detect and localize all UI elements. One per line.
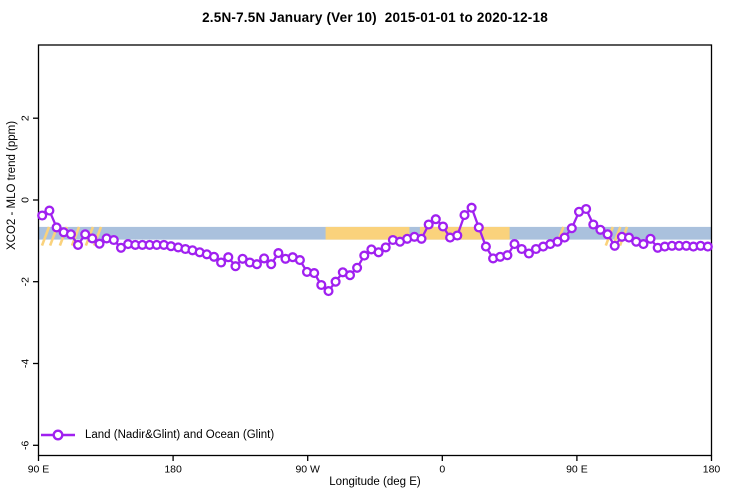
data-point xyxy=(323,286,334,297)
data-point xyxy=(330,276,341,287)
data-point xyxy=(344,270,356,281)
data-point xyxy=(352,262,363,273)
plot-frame xyxy=(37,44,713,457)
trend-series xyxy=(37,202,713,297)
data-point xyxy=(216,257,227,268)
data-point xyxy=(380,242,391,253)
data-point xyxy=(480,241,491,252)
data-point xyxy=(430,214,441,225)
data-point xyxy=(223,252,234,263)
data-point xyxy=(552,236,563,247)
y-tick-label: -6 xyxy=(20,440,32,449)
data-point xyxy=(473,222,484,233)
x-tick-label: 90 W xyxy=(295,464,320,476)
x-tick-label: 90 E xyxy=(566,464,588,476)
y-tick-label: -4 xyxy=(20,359,32,368)
legend-label: Land (Nadir&Glint) and Ocean (Glint) xyxy=(85,429,275,441)
x-tick-label: 90 E xyxy=(28,464,50,476)
y-tick-label: 2 xyxy=(20,115,32,121)
data-point xyxy=(80,229,91,240)
chart-title: 2.5N-7.5N January (Ver 10) 2015-01-01 to… xyxy=(202,10,548,25)
data-point xyxy=(423,219,434,230)
comparison-band-orange xyxy=(325,226,410,240)
data-point xyxy=(309,268,320,279)
data-point xyxy=(623,232,635,243)
data-point xyxy=(702,241,713,252)
x-tick-label: 0 xyxy=(439,464,445,476)
data-point xyxy=(559,232,570,243)
data-point xyxy=(602,229,613,240)
data-point xyxy=(251,259,262,270)
data-point xyxy=(44,205,55,216)
data-point xyxy=(273,248,284,259)
data-point xyxy=(87,233,98,244)
data-point xyxy=(466,202,477,213)
data-point xyxy=(452,230,463,241)
data-point xyxy=(294,255,305,266)
data-point xyxy=(416,233,427,244)
data-point xyxy=(359,250,370,261)
data-point xyxy=(373,247,384,258)
data-point xyxy=(459,210,470,221)
data-point xyxy=(516,243,527,255)
legend: Land (Nadir&Glint) and Ocean (Glint) xyxy=(40,428,274,442)
data-point xyxy=(502,250,513,261)
data-point xyxy=(230,261,241,272)
data-point xyxy=(581,203,592,215)
band-hatch-mark xyxy=(40,226,51,247)
data-point xyxy=(437,221,449,232)
data-point xyxy=(638,239,649,250)
data-point xyxy=(645,233,656,244)
data-point xyxy=(72,239,84,250)
data-point xyxy=(509,239,520,250)
data-point xyxy=(266,259,277,270)
data-point xyxy=(595,224,606,235)
data-point xyxy=(65,229,76,240)
x-tick-label: 180 xyxy=(703,464,721,476)
data-point xyxy=(37,210,48,221)
comparison-band-orange xyxy=(419,226,510,240)
data-point xyxy=(208,251,220,262)
data-point xyxy=(51,222,62,233)
x-axis-title: Longitude (deg E) xyxy=(329,476,421,488)
data-point xyxy=(259,253,270,264)
data-point xyxy=(566,223,577,234)
data-point xyxy=(523,248,534,259)
y-tick-label: -2 xyxy=(20,277,32,286)
data-point xyxy=(316,279,327,291)
y-tick-label: 0 xyxy=(20,197,32,203)
data-point xyxy=(588,219,599,230)
data-point xyxy=(94,238,105,249)
data-point xyxy=(108,234,119,246)
data-point xyxy=(609,240,620,251)
legend-line-marker-icon xyxy=(41,429,75,441)
x-tick-label: 180 xyxy=(164,464,182,476)
